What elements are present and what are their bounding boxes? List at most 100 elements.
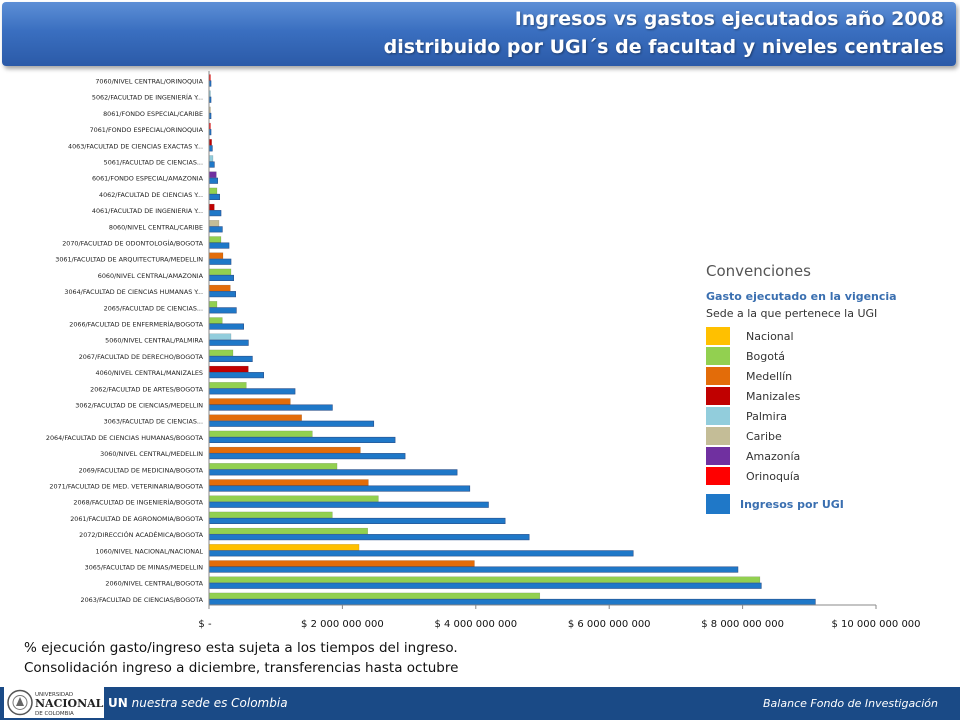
legend-swatch xyxy=(706,427,730,445)
note-line2: Consolidación ingreso a diciembre, trans… xyxy=(24,660,459,676)
income-bar xyxy=(208,226,223,233)
category-label: 1060/NIVEL NACIONAL/NACIONAL xyxy=(96,547,204,555)
expense-bar xyxy=(208,349,234,357)
x-tick-label: $ 8 000 000 000 xyxy=(701,619,784,630)
expense-bar xyxy=(208,365,249,373)
income-bar xyxy=(208,501,489,508)
legend-item: Orinoquía xyxy=(706,466,946,486)
category-label: 7060/NIVEL CENTRAL/ORINOQUIA xyxy=(95,78,203,86)
category-label: 2068/FACULTAD DE INGENIERÍA/BOGOTA xyxy=(73,498,203,507)
legend-swatch xyxy=(706,387,730,405)
expense-bar xyxy=(208,527,368,535)
income-bar xyxy=(208,339,249,346)
bar-chart: 7060/NIVEL CENTRAL/ORINOQUIA 5062/FACULTA… xyxy=(46,71,921,630)
legend-swatch xyxy=(706,367,730,385)
chart-title-line1: Ingresos vs gastos ejecutados año 2008 xyxy=(514,8,944,30)
income-bar xyxy=(208,420,375,427)
category-label: 6060/NIVEL CENTRAL/AMAZONIA xyxy=(98,272,204,280)
legend-item: Nacional xyxy=(706,326,946,346)
expense-bar xyxy=(208,560,475,567)
income-bar xyxy=(208,469,458,476)
category-label: 3062/FACULTAD DE CIENCIAS/MEDELLIN xyxy=(75,402,203,410)
expense-bar xyxy=(208,171,217,178)
university-logo: UNIVERSIDAD NACIONAL DE COLOMBIA xyxy=(4,687,104,718)
logo-text-line2: NACIONAL xyxy=(35,697,104,710)
income-bar xyxy=(208,388,296,395)
category-label: 2069/FACULTAD DE MEDICINA/BOGOTA xyxy=(79,466,204,474)
legend-subtitle-sede: Sede a la que pertenece la UGI xyxy=(706,307,878,320)
logo-text-line1: UNIVERSIDAD xyxy=(35,692,73,698)
income-bar xyxy=(208,534,530,541)
legend-label: Orinoquía xyxy=(746,469,800,483)
legend-heading: Convenciones xyxy=(706,262,811,280)
legend-item-income: Ingresos por UGI xyxy=(706,494,946,514)
category-label: 2065/FACULTAD DE CIENCIAS... xyxy=(104,304,203,312)
expense-bar xyxy=(208,430,313,438)
category-label: 4062/FACULTAD DE CIENCIAS Y... xyxy=(99,191,203,199)
income-bar xyxy=(208,485,471,492)
category-label: 2071/FACULTAD DE MED. VETERINARIA/BOGOTA xyxy=(49,483,203,491)
legend-item: Manizales xyxy=(706,386,946,406)
income-bar xyxy=(208,598,816,606)
expense-bar xyxy=(208,333,232,340)
income-bar xyxy=(208,161,215,168)
income-bar xyxy=(208,372,264,379)
income-bar xyxy=(208,145,213,152)
x-tick-label: $ 4 000 000 000 xyxy=(434,619,517,630)
income-bar xyxy=(208,436,396,444)
x-tick-label: $ 2 000 000 000 xyxy=(301,619,384,630)
category-label: 3065/FACULTAD DE MINAS/MEDELLIN xyxy=(85,564,204,572)
footer-slogan: UN nuestra sede es Colombia xyxy=(108,696,288,710)
category-label: 6061/FONDO ESPECIAL/AMAZONIA xyxy=(92,175,204,183)
title-bar: Ingresos vs gastos ejecutados año 2008 d… xyxy=(2,2,956,66)
category-label: 2072/DIRECCIÓN ACADÉMICA/BOGOTA xyxy=(79,530,203,539)
category-label: 2060/NIVEL CENTRAL/BOGOTA xyxy=(105,580,203,588)
category-label: 2066/FACULTAD DE ENFERMERÍA/BOGOTA xyxy=(69,320,203,329)
expense-bar xyxy=(208,203,215,211)
income-bar xyxy=(208,177,218,184)
income-bar xyxy=(208,210,222,217)
category-label: 8060/NIVEL CENTRAL/CARIBE xyxy=(109,223,203,231)
expense-bar xyxy=(208,398,291,405)
category-label: 5062/FACULTAD DE INGENIERÍA Y... xyxy=(92,93,203,102)
legend-label: Nacional xyxy=(746,329,794,343)
logo-text-line3: DE COLOMBIA xyxy=(35,711,74,717)
category-label: 3060/NIVEL CENTRAL/MEDELLIN xyxy=(100,450,203,458)
category-label: 2070/FACULTAD DE ODONTOLOGÍA/BOGOTA xyxy=(62,239,203,248)
category-label: 3064/FACULTAD DE CIENCIAS HUMANAS Y... xyxy=(64,288,203,296)
category-label: 8061/FONDO ESPECIAL/CARIBE xyxy=(103,110,203,118)
footer-slogan-bold: UN xyxy=(108,696,128,710)
category-label: 2064/FACULTAD DE CIENCIAS HUMANAS/BOGOTA xyxy=(46,434,204,442)
income-bar xyxy=(208,307,237,314)
category-labels-group: 7060/NIVEL CENTRAL/ORINOQUIA 5062/FACULTA… xyxy=(46,78,204,604)
legend-swatch xyxy=(706,447,730,465)
footer-bar xyxy=(0,687,960,720)
legend-swatch xyxy=(706,347,730,365)
legend-label: Palmira xyxy=(746,409,787,423)
legend-label: Amazonía xyxy=(746,449,801,463)
income-bar xyxy=(208,566,739,573)
income-bar xyxy=(208,242,230,249)
income-bar xyxy=(208,517,506,525)
income-bar xyxy=(208,323,244,330)
x-axis-group: $ - $ 2 000 000 000 $ 4 000 000 000 $ 6 000… xyxy=(198,71,921,630)
notes: % ejecución gasto/ingreso esta sujeta a … xyxy=(24,638,458,678)
x-tick-label: $ 6 000 000 000 xyxy=(568,619,651,630)
category-label: 5061/FACULTAD DE CIENCIAS... xyxy=(104,159,203,167)
expense-bar xyxy=(208,446,361,454)
expense-bar xyxy=(208,252,224,259)
expense-bar xyxy=(208,414,302,421)
income-bar xyxy=(208,550,634,557)
expense-bar xyxy=(208,479,369,486)
legend-label: Caribe xyxy=(746,429,782,443)
bars-group xyxy=(208,74,816,606)
category-label: 2067/FACULTAD DE DERECHO/BOGOTA xyxy=(79,353,204,361)
expense-bar xyxy=(208,317,223,324)
income-bar xyxy=(208,291,236,298)
expense-bar xyxy=(208,301,218,308)
legend-item: Bogotá xyxy=(706,346,946,366)
legend-item: Caribe xyxy=(706,426,946,446)
expense-bar xyxy=(208,236,222,243)
category-label: 7061/FONDO ESPECIAL/ORINOQUIA xyxy=(90,126,204,134)
footer-section-title: Balance Fondo de Investigación xyxy=(763,697,938,710)
